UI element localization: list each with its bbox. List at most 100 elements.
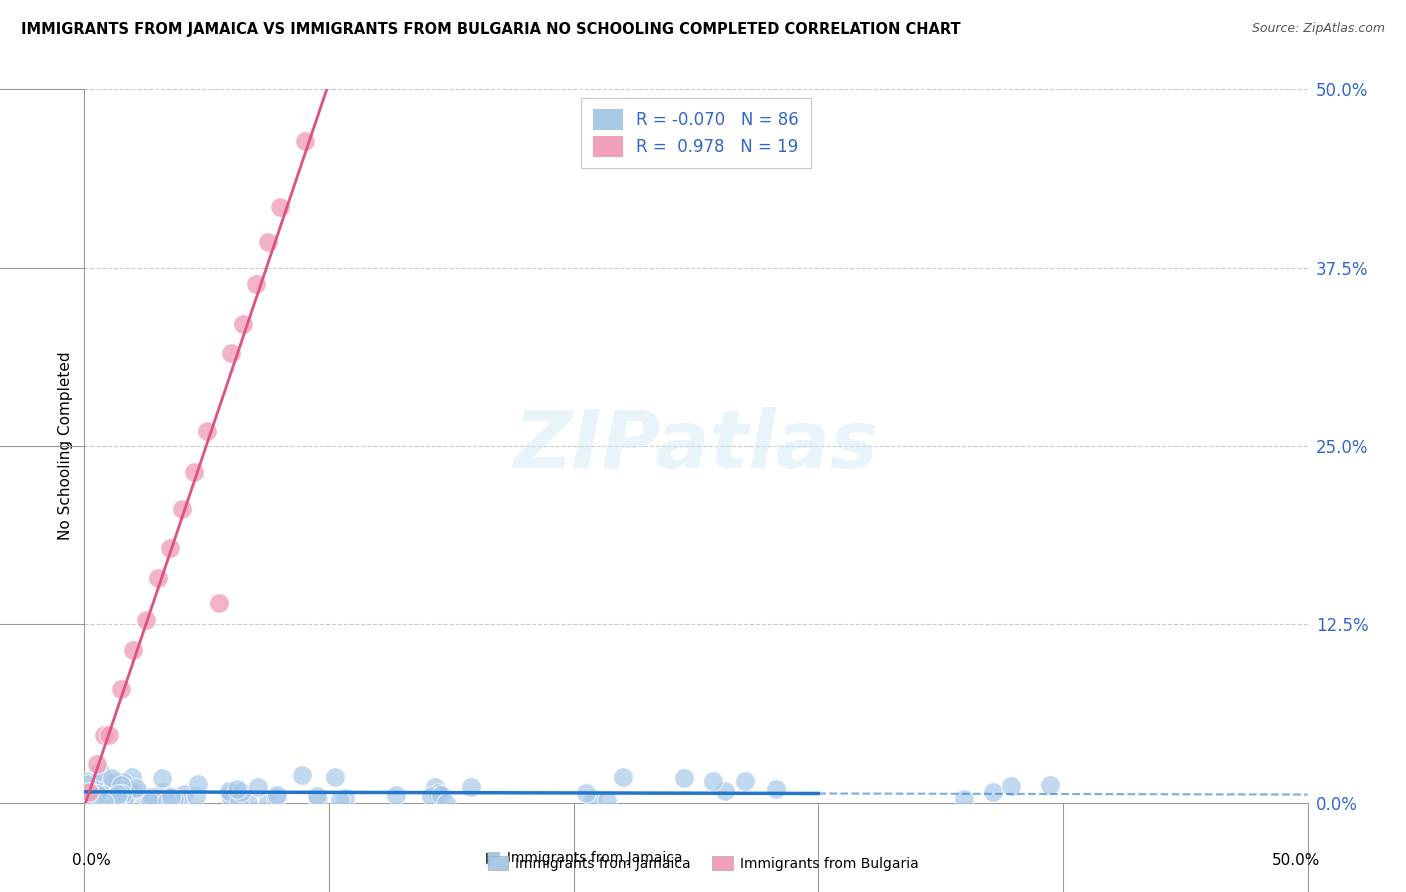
Point [673,772,696,786]
Legend: R = -0.070   N = 86, R =  0.978   N = 19: R = -0.070 N = 86, R = 0.978 N = 19 [581,97,811,169]
Point [291,768,314,782]
Point [384,789,406,803]
Text: 50.0%: 50.0% [1271,853,1320,868]
Point [434,796,457,810]
Point [269,200,291,214]
Point [582,792,605,806]
Point [266,789,288,803]
Point [184,789,207,804]
Point [135,613,157,627]
Point [93,788,115,802]
Point [195,424,218,438]
Point [82,789,104,803]
Point [430,789,453,803]
Point [101,775,124,789]
Point [86,756,108,771]
Point [734,773,756,788]
Point [105,790,128,805]
Point [575,786,598,800]
Point [111,787,134,801]
Point [219,791,242,805]
Point [163,791,186,805]
Point [229,784,252,798]
Text: ZIPatlas: ZIPatlas [513,407,879,485]
Point [307,789,329,803]
Point [101,789,124,804]
Legend: Immigrants from Jamaica, Immigrants from Bulgaria: Immigrants from Jamaica, Immigrants from… [482,850,924,876]
Text: ■: ■ [485,849,501,867]
Point [225,782,247,797]
Point [115,782,138,797]
Point [110,778,132,792]
Text: ■  Immigrants from Jamaica: ■ Immigrants from Jamaica [485,851,682,865]
Y-axis label: No Schooling Completed: No Schooling Completed [58,351,73,541]
Point [157,790,180,805]
Point [423,780,446,795]
Point [122,783,145,797]
Point [139,796,162,810]
Point [714,784,737,798]
Point [232,318,254,332]
Point [307,793,329,807]
Point [228,795,250,809]
Point [159,541,181,555]
Point [114,788,136,802]
Point [294,134,316,148]
Point [94,774,117,789]
Point [702,773,724,788]
Point [156,794,179,808]
Point [87,788,110,802]
Point [1000,779,1022,793]
Point [103,791,125,805]
Text: IMMIGRANTS FROM JAMAICA VS IMMIGRANTS FROM BULGARIA NO SCHOOLING COMPLETED CORRE: IMMIGRANTS FROM JAMAICA VS IMMIGRANTS FR… [21,22,960,37]
Point [256,795,278,809]
Point [245,277,267,291]
Point [93,795,115,809]
Point [953,792,976,806]
Point [150,771,173,785]
Point [97,728,120,742]
Point [89,764,111,778]
Point [159,790,181,805]
Point [77,777,100,791]
Point [101,772,124,786]
Point [118,783,141,797]
Point [100,793,122,807]
Point [93,789,115,804]
Point [77,783,100,797]
Point [121,771,143,785]
Point [246,780,269,794]
Point [221,786,243,800]
Point [76,795,98,809]
Point [612,770,634,784]
Point [108,791,131,805]
Point [77,785,100,799]
Point [460,780,482,795]
Point [427,786,450,800]
Point [208,596,231,610]
Point [96,791,118,805]
Point [110,682,132,697]
Point [141,790,163,805]
Point [1038,778,1060,792]
Point [329,793,352,807]
Point [166,793,188,807]
Point [420,789,443,803]
Point [115,787,138,801]
Point [76,791,98,805]
Point [173,788,195,802]
Point [142,793,165,807]
Text: Source: ZipAtlas.com: Source: ZipAtlas.com [1251,22,1385,36]
Point [218,783,240,797]
Point [236,796,259,810]
Point [112,793,135,807]
Point [107,787,129,801]
Point [146,571,169,585]
Point [87,789,110,803]
Point [77,774,100,789]
Point [333,790,356,805]
Point [596,793,619,807]
Point [183,466,205,480]
Point [110,786,132,800]
Point [765,781,787,796]
